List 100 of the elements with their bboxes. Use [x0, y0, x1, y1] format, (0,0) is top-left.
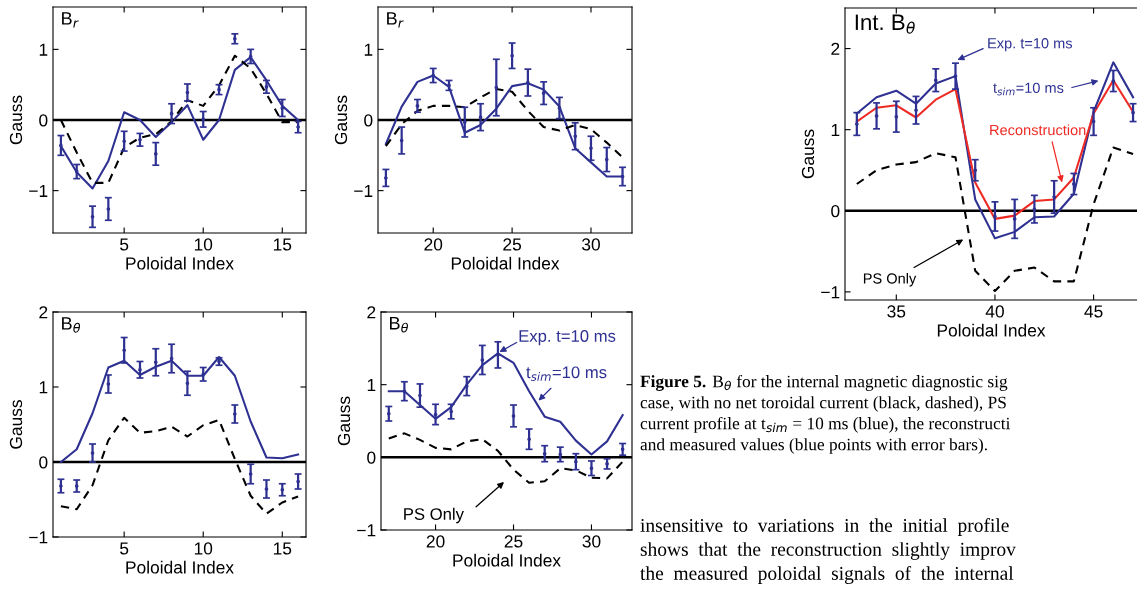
x-tick-label: 10 [194, 238, 213, 251]
point [169, 111, 174, 116]
text: and measured values (blue points with error bars). [640, 438, 987, 454]
point [1072, 182, 1076, 186]
x-axis-title: Poloidal Index [126, 560, 234, 574]
point [478, 115, 483, 119]
point [59, 484, 63, 488]
x-tick-label: 5 [120, 238, 129, 251]
x-tick-label: 30 [581, 238, 600, 251]
point [399, 138, 404, 143]
y-axis-title: Gauss [9, 95, 23, 145]
annotation: t$_{sim}$=10 ms [993, 82, 1064, 96]
y-tick-label: 1 [39, 381, 48, 394]
point [264, 487, 269, 491]
point [542, 451, 547, 456]
point [993, 214, 997, 219]
point [604, 157, 609, 162]
x-axis-title: Poloidal Index [453, 553, 561, 567]
point [418, 393, 422, 398]
point [496, 353, 500, 357]
point [973, 168, 978, 173]
y-tick-label: −1 [354, 184, 373, 197]
x-tick-label: 25 [503, 238, 522, 251]
point [185, 90, 190, 95]
point [402, 389, 407, 394]
point [264, 85, 269, 89]
text: case, with no net toroidal current (black, dashed), PS [640, 396, 1006, 412]
point [74, 484, 79, 488]
y-axis-title: Gauss [801, 129, 815, 179]
point [510, 53, 514, 58]
y-tick-label: −1 [357, 524, 376, 537]
point [589, 146, 593, 151]
point [122, 348, 126, 353]
line-series [855, 79, 1135, 220]
point [874, 114, 879, 118]
point [138, 367, 142, 372]
point [511, 414, 516, 418]
point [494, 85, 499, 90]
text: current profile at t$_{sim}$ = 10 ms (blue), the reconstructi [640, 416, 1011, 433]
point [574, 459, 578, 464]
point [59, 143, 63, 148]
point [1052, 195, 1056, 199]
x-tick-label: 25 [504, 535, 523, 548]
point [558, 452, 563, 457]
y-tick-label: 0 [367, 451, 376, 464]
point [914, 108, 918, 113]
x-tick-label: 15 [273, 238, 292, 251]
point [933, 78, 938, 82]
y-tick-label: 0 [39, 456, 48, 469]
point [541, 91, 546, 95]
x-axis-title: Poloidal Index [451, 256, 560, 270]
point [449, 409, 453, 414]
point [106, 207, 111, 211]
y-tick-label: 1 [831, 124, 840, 136]
x-tick-label: 15 [273, 542, 292, 555]
point [462, 120, 467, 124]
point [589, 466, 594, 471]
point [527, 437, 531, 441]
y-tick-label: −1 [29, 184, 48, 197]
x-tick-label: 20 [424, 238, 443, 251]
y-axis-title: Gauss [337, 396, 351, 446]
point [573, 134, 578, 139]
point [1032, 207, 1037, 211]
point [296, 125, 300, 129]
point [384, 176, 388, 180]
point [464, 384, 469, 388]
point [1091, 119, 1096, 124]
point [280, 487, 285, 492]
point [1111, 79, 1116, 83]
point [138, 137, 142, 142]
x-axis-title: Poloidal Index [937, 323, 1046, 337]
point [386, 411, 391, 416]
point [480, 358, 485, 362]
point [185, 381, 190, 386]
y-tick-label: 2 [831, 42, 840, 55]
point [557, 106, 562, 110]
point [620, 447, 625, 452]
annotation: t$_{sim}$=10 ms [526, 366, 607, 381]
annotation: Exp. t=10 ms [519, 330, 616, 346]
chart-title: B$_{r}$ [387, 12, 404, 28]
point [605, 462, 609, 466]
text: B$_{θ}$ for the internal magnetic diagnostic sig [712, 374, 1008, 391]
x-tick-label: 5 [120, 542, 129, 555]
y-tick-label: 0 [39, 114, 48, 127]
point [233, 412, 237, 416]
chart-title: B$_{θ}$ [390, 316, 408, 333]
y-axis-title: Gauss [334, 95, 348, 145]
y-tick-label: 1 [39, 43, 48, 56]
y-axis-title: Gauss [9, 400, 23, 449]
text: shows that the reconstruction slightly improv [640, 542, 1016, 560]
point [169, 356, 174, 361]
y-tick-label: 0 [364, 114, 373, 127]
point [90, 214, 95, 219]
annotation: PS Only [404, 507, 464, 524]
y-tick-label: 2 [367, 306, 376, 319]
point [894, 114, 899, 119]
annotation: PS Only [863, 272, 917, 287]
point [248, 472, 253, 476]
point [296, 479, 300, 484]
x-tick-label: 30 [582, 535, 601, 548]
